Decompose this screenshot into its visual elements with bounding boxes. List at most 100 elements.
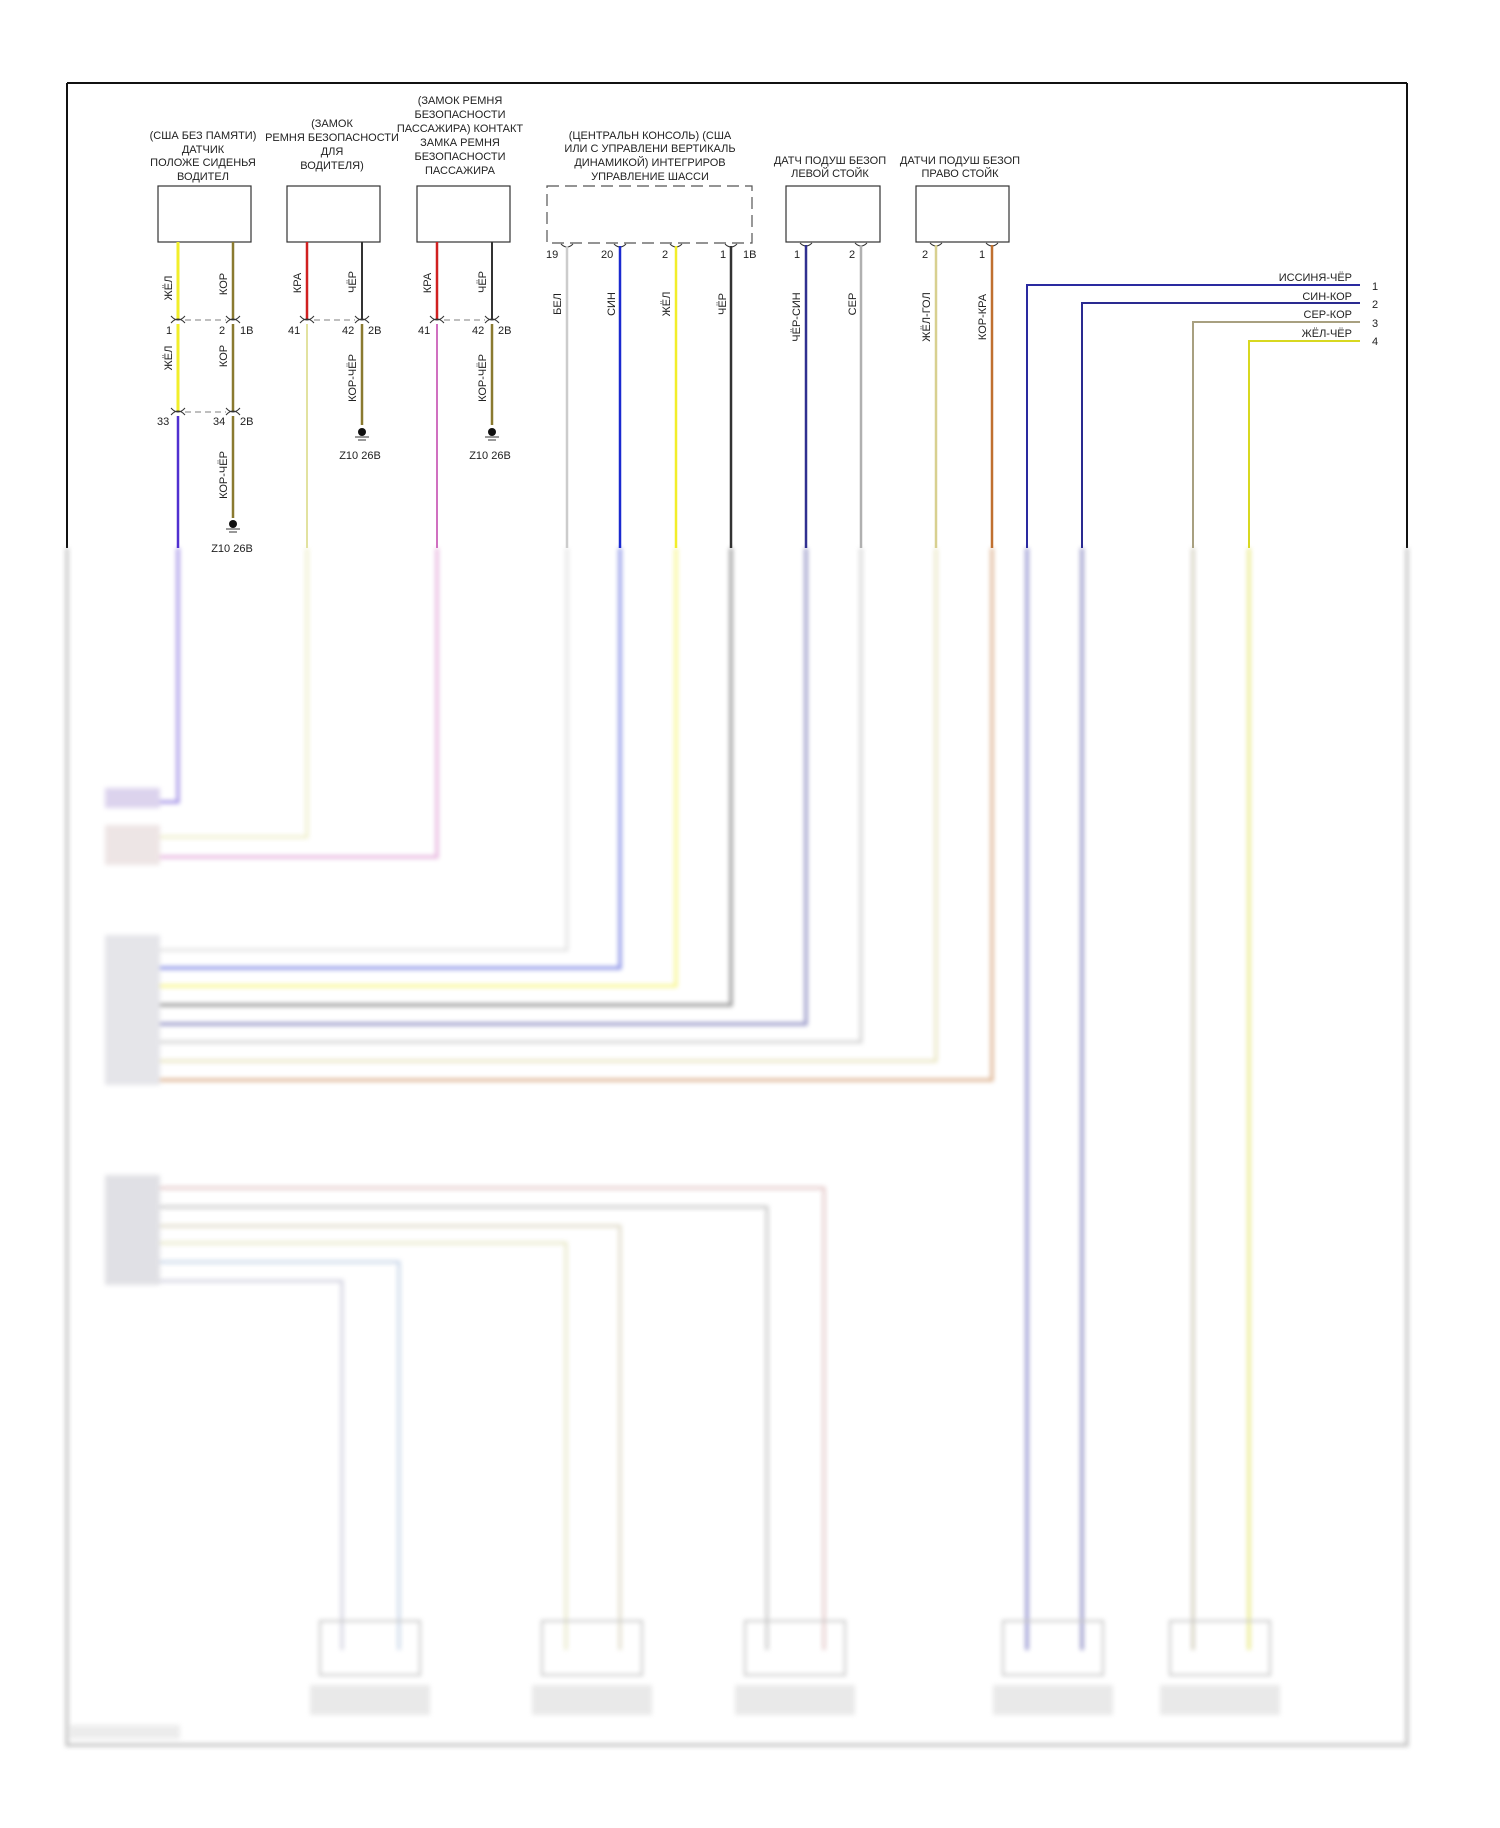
left-pillar-sensor-box [785,185,881,243]
svg-text:4: 4 [1372,336,1378,348]
component-label-blur [1160,1685,1280,1715]
svg-text:КОР-ЧЁР: КОР-ЧЁР [347,354,359,402]
svg-text:ИЛИ С УПРАВЛЕНИ ВЕРТИКАЛЬ: ИЛИ С УПРАВЛЕНИ ВЕРТИКАЛЬ [564,143,735,155]
component-title-passenger-seatbelt-buckle: (ЗАМОК РЕМНЯ БЕЗОПАСНОСТИ ПАССАЖИРА) КОН… [397,95,524,177]
svg-text:КОР: КОР [218,273,230,295]
svg-text:ЧЁР: ЧЁР [477,271,489,293]
svg-text:КОР-КРА: КОР-КРА [977,293,989,340]
driver-buckle-box [286,185,381,243]
svg-text:ИССИНЯ-ЧЁР: ИССИНЯ-ЧЁР [1279,272,1352,284]
right-connector: ИССИНЯ-ЧЁР 1 СИН-КОР 2 СЕР-КОР 3 ЖЁЛ-ЧЁР… [1279,272,1378,348]
svg-text:ЖЁЛ: ЖЁЛ [163,276,175,301]
svg-text:Z10 26B: Z10 26B [469,450,511,462]
svg-text:ЧЁР-СИН: ЧЁР-СИН [791,292,803,342]
svg-text:ЛЕВОЙ СТОЙК: ЛЕВОЙ СТОЙК [791,167,869,180]
wire [110,548,863,1044]
connector-block [105,935,160,1085]
svg-text:2B: 2B [368,325,381,337]
wire [1081,302,1360,548]
svg-text:ДАТЧ ПОДУШ БЕЗОП: ДАТЧ ПОДУШ БЕЗОП [774,155,886,167]
component-box [541,1620,643,1676]
wire [110,1186,826,1650]
svg-text:ПОЛОЖЕ СИДЕНЬЯ: ПОЛОЖЕ СИДЕНЬЯ [150,157,256,169]
connector-pin-icon [225,315,241,324]
right-pillar-sensor-box [915,185,1010,243]
wire [110,548,994,1082]
svg-text:41: 41 [418,325,430,337]
wire [1192,321,1360,548]
connector-pin-icon [429,315,445,324]
svg-text:СИН-КОР: СИН-КОР [1302,291,1352,303]
svg-text:ЖЁЛ-ЧЁР: ЖЁЛ-ЧЁР [1302,328,1352,340]
svg-text:СИН: СИН [606,292,618,316]
svg-text:ДАТЧИК: ДАТЧИК [182,144,225,156]
svg-text:ЖЁЛ: ЖЁЛ [661,292,673,317]
wire [110,548,733,1007]
svg-text:(США БЕЗ ПАМЯТИ): (США БЕЗ ПАМЯТИ) [150,130,257,142]
svg-text:41: 41 [288,325,300,337]
component-box [1002,1620,1104,1676]
wires [170,242,1360,548]
svg-text:КОР-ЧЁР: КОР-ЧЁР [477,354,489,402]
wire [110,548,808,1026]
svg-text:ЧЁР: ЧЁР [347,271,359,293]
component-label-blur [310,1685,430,1715]
chassis-control-box [546,185,753,244]
wire [110,548,569,952]
svg-text:КРА: КРА [292,272,304,293]
component-label-blur [532,1685,652,1715]
footer-code-blur [70,1725,180,1739]
svg-text:2: 2 [922,249,928,261]
wire [110,548,938,1063]
svg-text:ДЛЯ: ДЛЯ [321,146,344,158]
svg-text:СЕР-КОР: СЕР-КОР [1304,309,1352,321]
svg-text:ПАССАЖИРА) КОНТАКТ: ПАССАЖИРА) КОНТАКТ [397,123,524,135]
ground-icon [229,520,237,528]
component-title-chassis-control: (ЦЕНТРАЛЬН КОНСОЛЬ) (США ИЛИ С УПРАВЛЕНИ… [564,130,735,183]
svg-text:(ЗАМОК: (ЗАМОК [311,118,353,130]
ground-icon [358,428,366,436]
wire [110,1279,344,1650]
svg-text:ВОДИТЕЛ: ВОДИТЕЛ [177,171,229,183]
component-title-left-pillar-airbag-sensor: ДАТЧ ПОДУШ БЕЗОП ЛЕВОЙ СТОЙК [774,155,886,180]
svg-text:ДАТЧИ ПОДУШ БЕЗОП: ДАТЧИ ПОДУШ БЕЗОП [900,155,1020,167]
connector-pin-icon [354,315,370,324]
component-title-seat-position-sensor: (США БЕЗ ПАМЯТИ) ДАТЧИК ПОЛОЖЕ СИДЕНЬЯ В… [150,130,257,183]
svg-text:33: 33 [157,416,169,428]
component-title-driver-seatbelt-buckle: (ЗАМОК РЕМНЯ БЕЗОПАСНОСТИ ДЛЯ ВОДИТЕЛЯ) [265,118,399,172]
svg-text:(ЗАМОК РЕМНЯ: (ЗАМОК РЕМНЯ [418,95,503,107]
svg-text:42: 42 [342,325,354,337]
svg-text:ВОДИТЕЛЯ): ВОДИТЕЛЯ) [300,160,364,172]
connector-block [105,825,160,865]
wire [1248,340,1360,548]
connector-pin-icon [484,315,500,324]
connector-block [105,1175,160,1285]
svg-text:БЕЛ: БЕЛ [552,293,564,315]
component-label-blur [993,1685,1113,1715]
wire [1026,284,1360,548]
svg-text:2B: 2B [498,325,511,337]
seat-position-sensor-box [157,185,252,243]
svg-text:Z10 26B: Z10 26B [339,450,381,462]
wire [110,548,439,859]
svg-text:1B: 1B [240,325,253,337]
svg-text:1B: 1B [743,249,756,261]
connector-pin-icon [170,315,186,324]
svg-text:КОР: КОР [218,345,230,367]
svg-text:2: 2 [849,249,855,261]
component-label-blur [735,1685,855,1715]
frame [66,82,1408,548]
svg-text:20: 20 [601,249,613,261]
connector-pin-icon [299,315,315,324]
wire [110,548,309,839]
svg-text:2B: 2B [240,416,253,428]
pin-labels: 1 2 1B 33 34 2B 41 42 2B 41 42 2B 19 20 … [157,249,985,428]
connector-block [105,788,160,808]
svg-text:ПРАВО СТОЙК: ПРАВО СТОЙК [921,167,999,180]
svg-text:Z10 26B: Z10 26B [211,543,253,555]
svg-text:19: 19 [546,249,558,261]
wire [110,1205,769,1650]
passenger-buckle-box [416,185,511,243]
svg-text:БЕЗОПАСНОСТИ: БЕЗОПАСНОСТИ [414,151,505,163]
component-title-right-pillar-airbag-sensor: ДАТЧИ ПОДУШ БЕЗОП ПРАВО СТОЙК [900,155,1020,180]
